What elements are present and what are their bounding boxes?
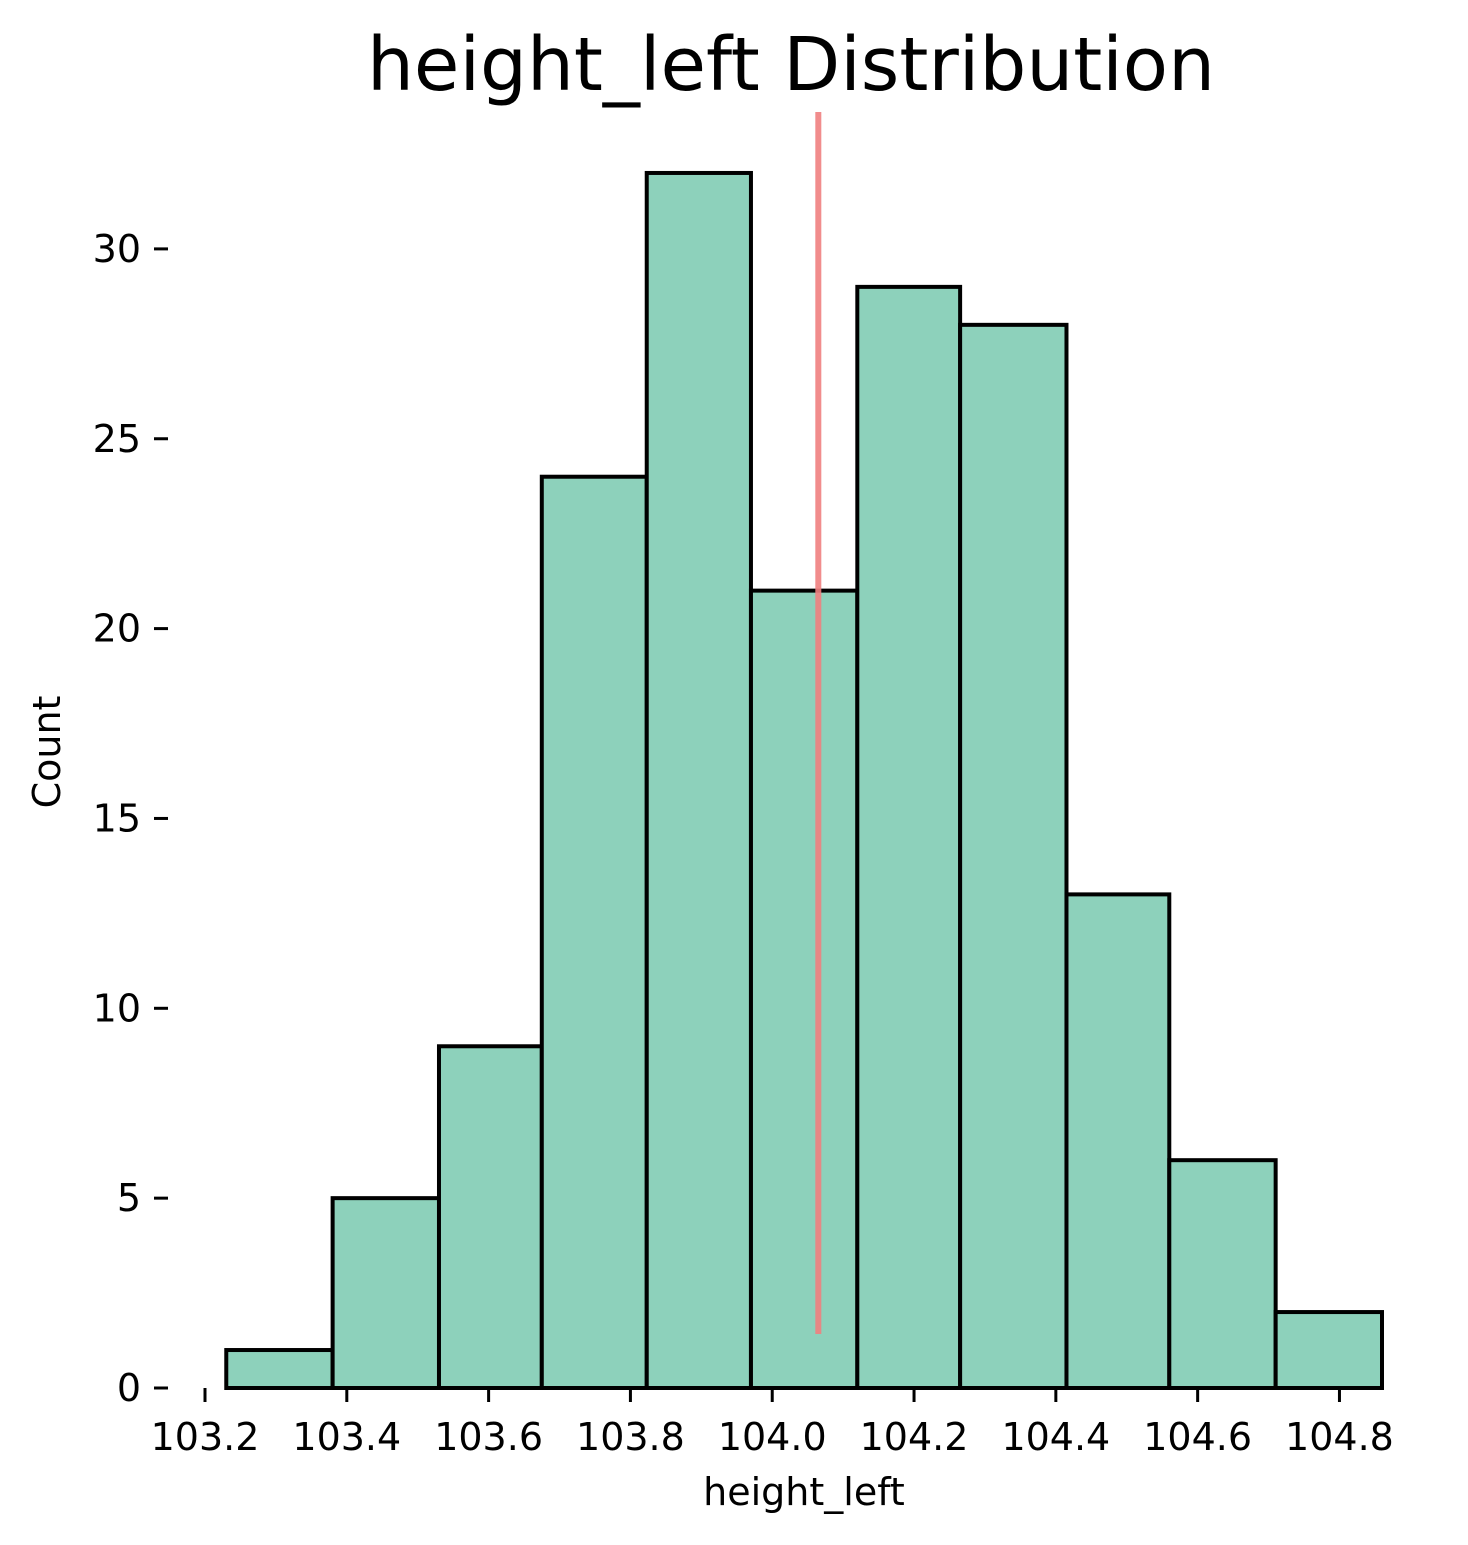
y-tick-label: 5 xyxy=(117,1176,141,1220)
histogram-bar-10 xyxy=(1167,1158,1278,1391)
bars-group xyxy=(224,170,1384,1391)
x-tick-label: 104.6 xyxy=(1143,1415,1252,1459)
histogram-bar-9 xyxy=(1064,892,1172,1390)
x-axis: 103.2 103.4 103.6 103.8 104.0 104.2 104.4 104.6… xyxy=(151,1388,1394,1459)
x-tick-label: 103.6 xyxy=(434,1415,543,1459)
histogram-bar-11 xyxy=(1273,1310,1384,1391)
histogram-bar-4 xyxy=(539,474,649,1391)
y-tick-label: 15 xyxy=(93,796,141,840)
x-axis-label: height_left xyxy=(703,1470,905,1514)
y-tick-label: 20 xyxy=(93,607,141,651)
chart-title: height_left Distribution xyxy=(367,22,1215,108)
histogram-bar-3 xyxy=(436,1044,544,1391)
y-tick-label: 0 xyxy=(117,1366,141,1410)
x-tick-label: 103.4 xyxy=(292,1415,401,1459)
x-tick-label: 104.8 xyxy=(1285,1415,1394,1459)
x-tick-label: 104.0 xyxy=(718,1415,827,1459)
histogram-bar-2 xyxy=(330,1196,441,1391)
histogram-bar-1 xyxy=(224,1348,335,1391)
x-tick-label: 103.2 xyxy=(151,1415,260,1459)
histogram-bar-7 xyxy=(855,284,963,1390)
y-tick-label: 10 xyxy=(93,986,141,1030)
x-tick-label: 103.8 xyxy=(576,1415,685,1459)
x-tick-label: 104.2 xyxy=(860,1415,969,1459)
y-tick-label: 25 xyxy=(93,417,141,461)
histogram-bar-5 xyxy=(644,170,753,1391)
histogram-bar-8 xyxy=(958,322,1069,1391)
x-tick-label: 104.4 xyxy=(1001,1415,1110,1459)
histogram-bar-6 xyxy=(748,588,860,1390)
y-axis: 0 5 10 15 20 25 30 xyxy=(93,227,168,1410)
y-tick-label: 30 xyxy=(93,227,141,271)
y-axis-label: Count xyxy=(25,696,69,809)
